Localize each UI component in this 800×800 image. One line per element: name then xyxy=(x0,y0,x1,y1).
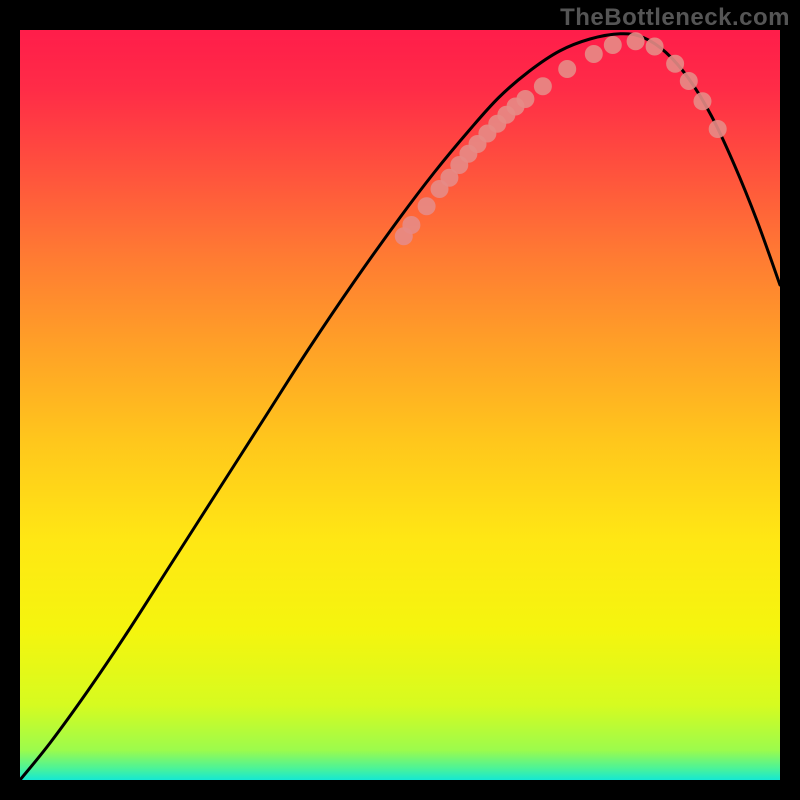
data-marker xyxy=(646,38,664,56)
data-marker xyxy=(516,90,534,108)
data-marker xyxy=(666,55,684,73)
plot-area xyxy=(20,30,780,780)
plot-svg xyxy=(20,30,780,780)
data-marker xyxy=(709,120,727,138)
data-marker xyxy=(585,45,603,63)
data-marker xyxy=(693,92,711,110)
data-marker xyxy=(627,32,645,50)
data-marker xyxy=(418,197,436,215)
watermark-text: TheBottleneck.com xyxy=(560,4,790,32)
data-marker xyxy=(534,77,552,95)
gradient-background xyxy=(20,30,780,780)
chart-container: TheBottleneck.com xyxy=(0,0,800,800)
data-marker xyxy=(402,216,420,234)
data-marker xyxy=(604,36,622,54)
data-marker xyxy=(680,72,698,90)
data-marker xyxy=(558,60,576,78)
